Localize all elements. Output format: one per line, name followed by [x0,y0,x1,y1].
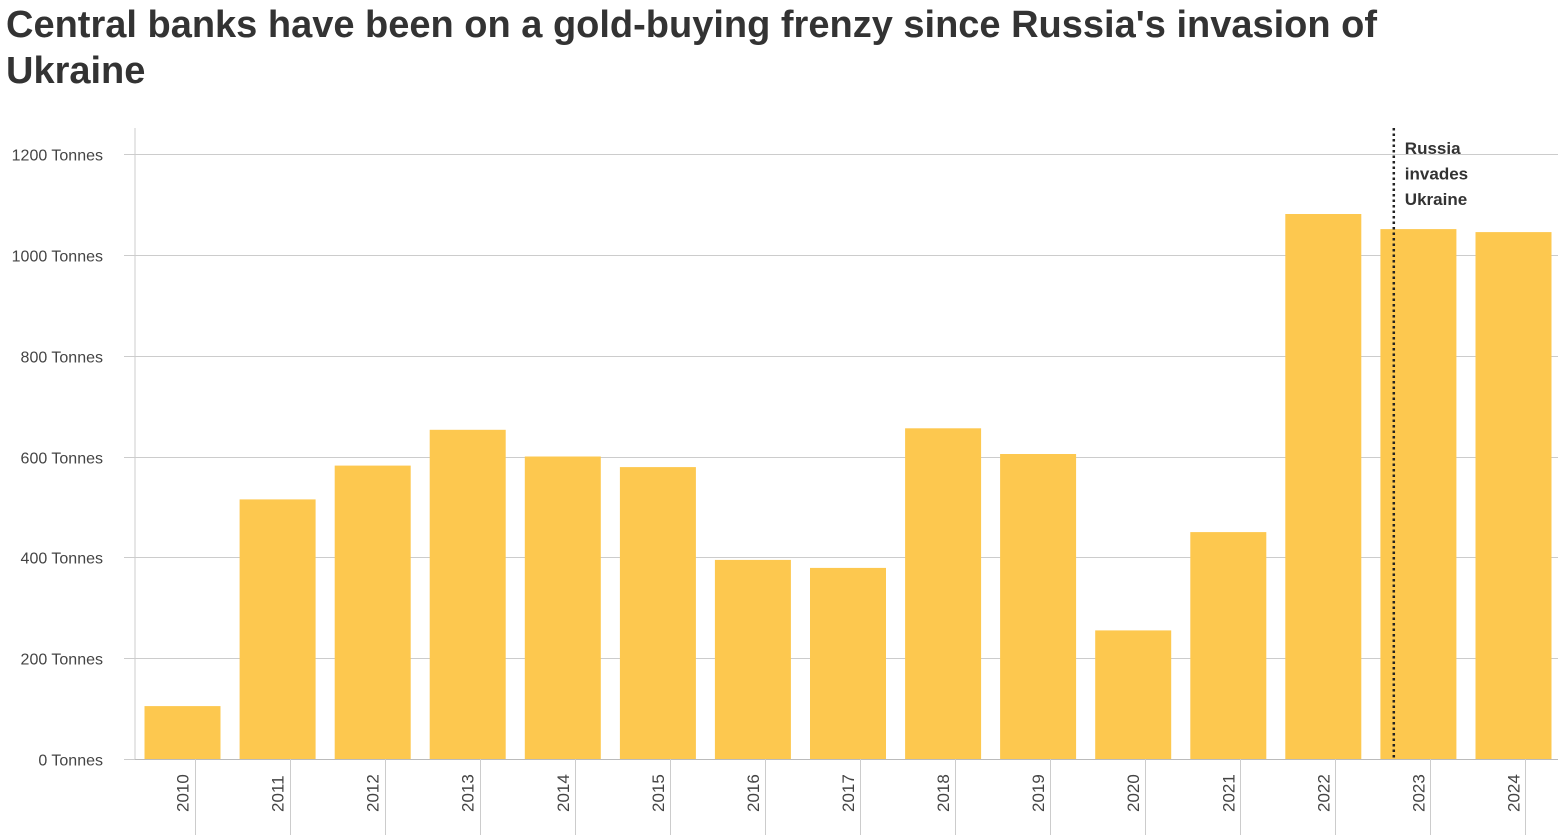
bar-2024 [1475,232,1552,760]
x-tick-label: 2024 [1504,774,1523,812]
bar-2023 [1380,229,1457,760]
x-tick-label: 2021 [1219,774,1238,812]
bar-2014 [524,456,601,759]
y-tick-label: 400 Tonnes [21,551,103,568]
y-tick-label: 200 Tonnes [21,652,103,669]
y-tick-label: 600 Tonnes [21,451,103,468]
bar-2011 [239,499,316,759]
bar-2013 [429,429,506,759]
x-tick-label: 2014 [554,774,573,812]
x-tick-label: 2017 [839,774,858,812]
bar-2015 [619,467,696,759]
x-tick-label: 2018 [934,774,953,812]
bar-2012 [334,465,411,759]
bar-2021 [1190,532,1267,759]
bar-2020 [1095,630,1172,759]
bar-2022 [1285,214,1362,759]
x-axis: 2010 2011 2012 2013 2014 2015 2016 2017 2018 2019… [174,759,1526,835]
x-tick-label: 2012 [364,774,383,812]
x-tick-label: 2019 [1029,774,1048,812]
y-tick-label: 1000 Tonnes [12,249,103,266]
y-tick-label: 0 Tonnes [38,753,103,770]
x-tick-label: 2013 [459,774,478,812]
bar-2016 [714,559,791,759]
x-tick-label: 2020 [1124,774,1143,812]
bar-2010 [144,706,221,759]
bar-2018 [905,428,982,759]
bars [144,214,1552,760]
x-tick-label: 2015 [649,774,668,812]
x-tick-label: 2010 [174,774,193,812]
bar-2019 [1000,454,1077,759]
bar-2017 [810,567,886,759]
x-tick-label: 2011 [269,775,288,812]
x-tick-label: 2023 [1409,774,1428,812]
chart-title: Central banks have been on a gold-buying… [6,4,1378,92]
y-axis-tick-labels: 0 Tonnes 200 Tonnes 400 Tonnes 600 Tonnes 80… [12,148,103,770]
annotation-text: invades [1405,165,1468,184]
y-tick-label: 800 Tonnes [21,350,103,367]
annotation: Russia invades Ukraine [1392,128,1468,759]
annotation-text: Russia [1405,139,1461,158]
x-tick-label: 2022 [1314,774,1333,812]
y-tick-label: 1200 Tonnes [12,148,103,165]
annotation-text: Ukraine [1405,190,1467,209]
x-tick-label: 2016 [744,774,763,812]
